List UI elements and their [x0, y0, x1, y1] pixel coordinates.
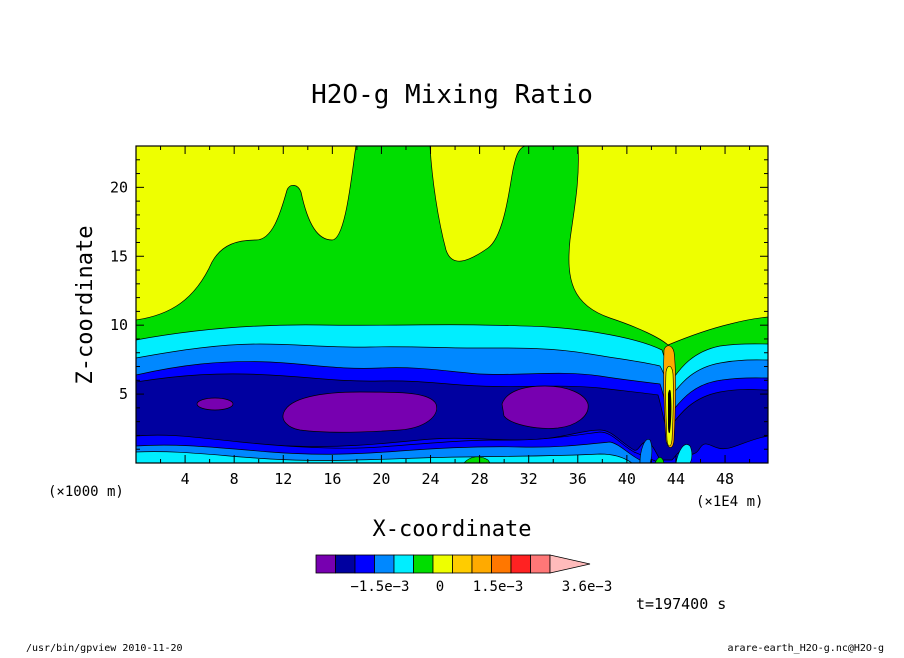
contour-lower-cyan [136, 451, 633, 463]
x-tick-label: 32 [520, 470, 538, 488]
x-tick-label: 20 [372, 470, 390, 488]
footer-left: /usr/bin/gpview 2010-11-20 [26, 643, 183, 654]
contour-purple-core-3 [501, 385, 589, 429]
footer-right: arare-earth_H2O-g.nc@H2O-g [727, 643, 884, 654]
contour-darkblue-band [136, 373, 768, 461]
colorbar-swatch [471, 554, 492, 574]
colorbar-swatch [374, 554, 395, 574]
colorbar-swatch [315, 554, 336, 574]
colorbar-label: 3.6e−3 [562, 579, 613, 595]
x-tick-label: 12 [274, 470, 292, 488]
colorbar-swatch [354, 554, 375, 574]
time-label: t=197400 s [636, 595, 726, 613]
y-tick-label: 20 [110, 178, 128, 196]
contour-purple-core-1 [196, 397, 234, 411]
colorbar-swatch [491, 554, 512, 574]
x-tick-label: 24 [421, 470, 439, 488]
plot-frame [135, 145, 769, 464]
colorbar-label: −1.5e−3 [350, 579, 409, 595]
x-tick-label: 44 [667, 470, 685, 488]
colorbar-label: 0 [436, 579, 444, 595]
colorbar-swatch [452, 554, 473, 574]
y-tick-label: 10 [110, 316, 128, 334]
x-tick-label: 4 [181, 470, 190, 488]
colorbar-swatch [393, 554, 414, 574]
contour-fragment-2 [675, 444, 693, 463]
x-axis-title: X-coordinate [373, 517, 532, 542]
y-tick-label: 15 [110, 247, 128, 265]
y-axis: 5 10 15 20 [110, 159, 768, 450]
colorbar-swatch [432, 554, 453, 574]
contour-fragment-3 [463, 456, 491, 463]
colorbar-label: 1.5e−3 [473, 579, 524, 595]
colorbar-swatch [335, 554, 356, 574]
x-axis: 4 8 12 16 20 24 28 32 36 40 44 48 [160, 146, 751, 488]
chart-title: H2O-g Mixing Ratio [311, 80, 593, 110]
x-tick-label: 36 [569, 470, 587, 488]
plot-area [136, 146, 768, 463]
colorbar-swatch [530, 554, 551, 574]
x-tick-label: 16 [323, 470, 341, 488]
x-tick-label: 48 [716, 470, 734, 488]
contour-plume-core [668, 389, 672, 434]
x-tick-label: 40 [618, 470, 636, 488]
colorbar-arrow [549, 554, 591, 574]
colorbar-labels: −1.5e−3 0 1.5e−3 3.6e−3 [350, 579, 612, 595]
x-tick-label: 28 [471, 470, 489, 488]
x-multiplier-label: (×1E4 m) [696, 494, 763, 510]
colorbar-swatch [413, 554, 434, 574]
x-unit-label: (×1000 m) [48, 484, 124, 500]
x-tick-label: 8 [230, 470, 239, 488]
y-axis-title: Z-coordinate [73, 226, 98, 385]
contour-purple-core-2 [282, 391, 437, 433]
colorbar [315, 554, 591, 574]
colorbar-swatch [510, 554, 531, 574]
y-tick-label: 5 [119, 385, 128, 403]
